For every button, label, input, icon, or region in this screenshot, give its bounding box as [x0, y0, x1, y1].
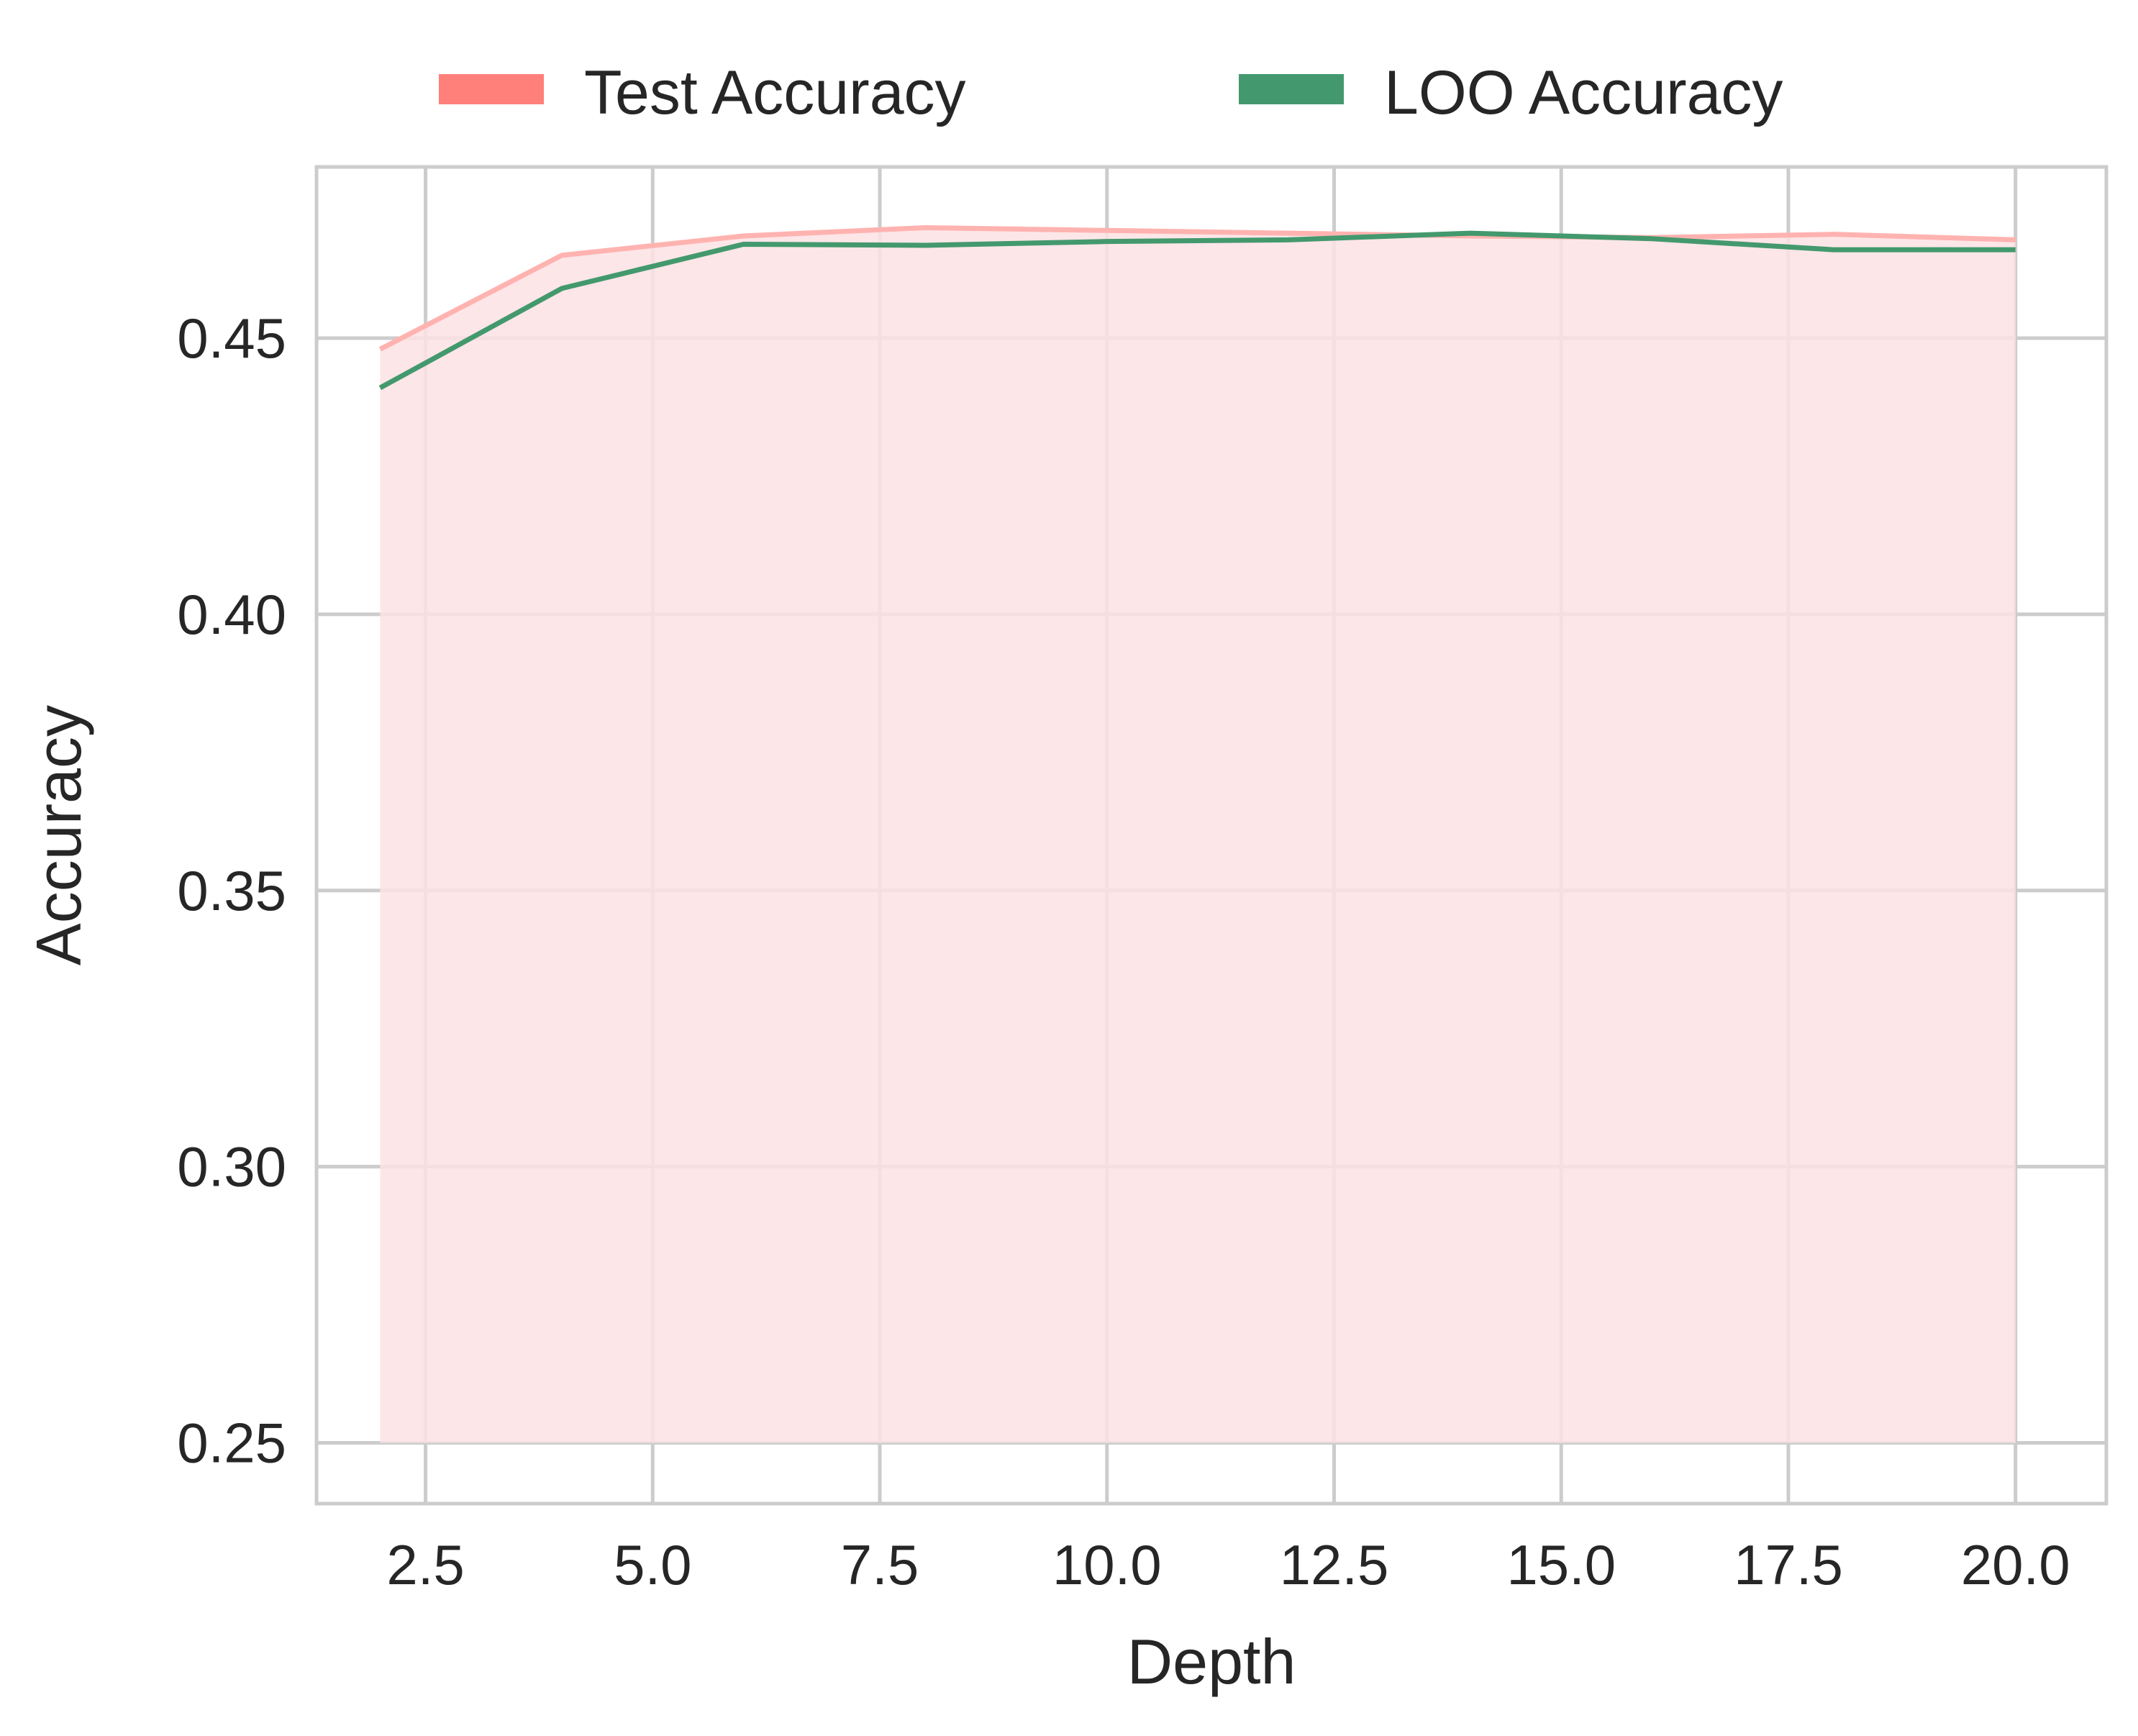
x-tick-label: 15.0: [1506, 1533, 1616, 1596]
legend: Test Accuracy LOO Accuracy: [439, 58, 1783, 127]
test-accuracy-area: [380, 227, 2016, 1443]
x-tick-label: 17.5: [1734, 1533, 1843, 1596]
plot-frame: [314, 165, 2109, 1506]
series-areas: [380, 227, 2016, 1443]
x-tick-label: 5.0: [614, 1533, 691, 1596]
y-tick-label: 0.40: [177, 583, 286, 646]
test-accuracy-legend-label: Test Accuracy: [584, 58, 966, 127]
x-tick-label: 20.0: [1961, 1533, 2070, 1596]
x-tick-label: 12.5: [1280, 1533, 1389, 1596]
x-tick-label: 2.5: [386, 1533, 464, 1596]
y-tick-label: 0.25: [177, 1412, 286, 1475]
test-accuracy-legend-swatch: [439, 74, 544, 104]
loo-accuracy-legend-label: LOO Accuracy: [1384, 58, 1783, 127]
loo-accuracy-line: [378, 230, 2016, 391]
y-axis-label: Accuracy: [23, 705, 94, 965]
loo-accuracy-legend-swatch: [1239, 74, 1344, 104]
x-tick-labels: 2.5 5.0 7.5 10.0 12.5 15.0 17.5 20.0: [386, 1533, 2070, 1596]
x-axis-label: Depth: [1127, 1626, 1296, 1697]
x-tick-label: 7.5: [841, 1533, 919, 1596]
y-tick-label: 0.45: [177, 306, 286, 370]
y-tick-label: 0.35: [177, 859, 286, 922]
test-accuracy-line: [378, 224, 2016, 352]
y-tick-label: 0.30: [177, 1135, 286, 1199]
x-tick-label: 10.0: [1052, 1533, 1162, 1596]
series-lines: [378, 224, 2016, 391]
y-tick-labels: 0.25 0.30 0.35 0.40 0.45: [177, 306, 286, 1475]
